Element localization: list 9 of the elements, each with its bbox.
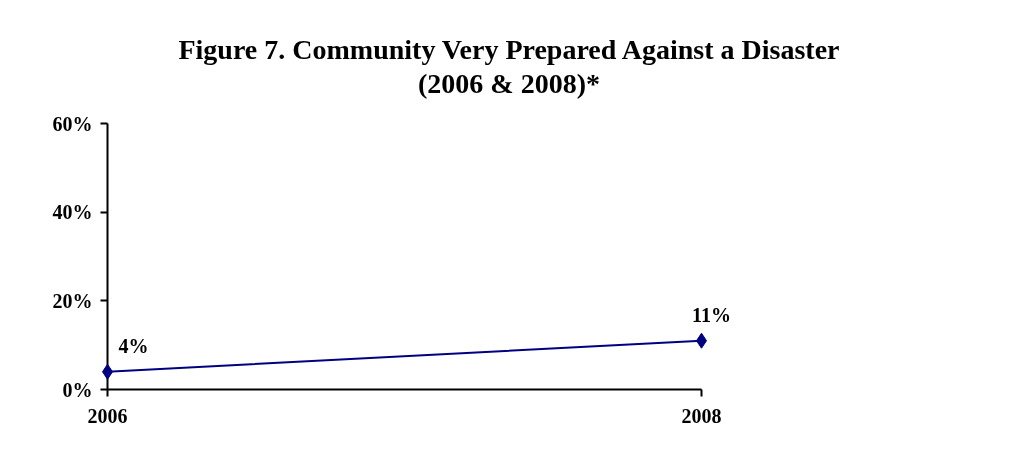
chart-title: Figure 7. Community Very Prepared Against a Disaster (2006 & 2008)* — [178, 33, 840, 101]
x-tick-label: 2006 — [87, 404, 128, 427]
y-tick-label: 60% — [52, 112, 93, 135]
x-tick-label: 2008 — [681, 404, 722, 427]
data-label: 4% — [118, 334, 149, 357]
y-tick-label: 20% — [52, 289, 93, 312]
data-label: 11% — [692, 303, 731, 326]
y-tick-label: 40% — [52, 201, 93, 224]
y-tick-label: 0% — [62, 378, 93, 401]
